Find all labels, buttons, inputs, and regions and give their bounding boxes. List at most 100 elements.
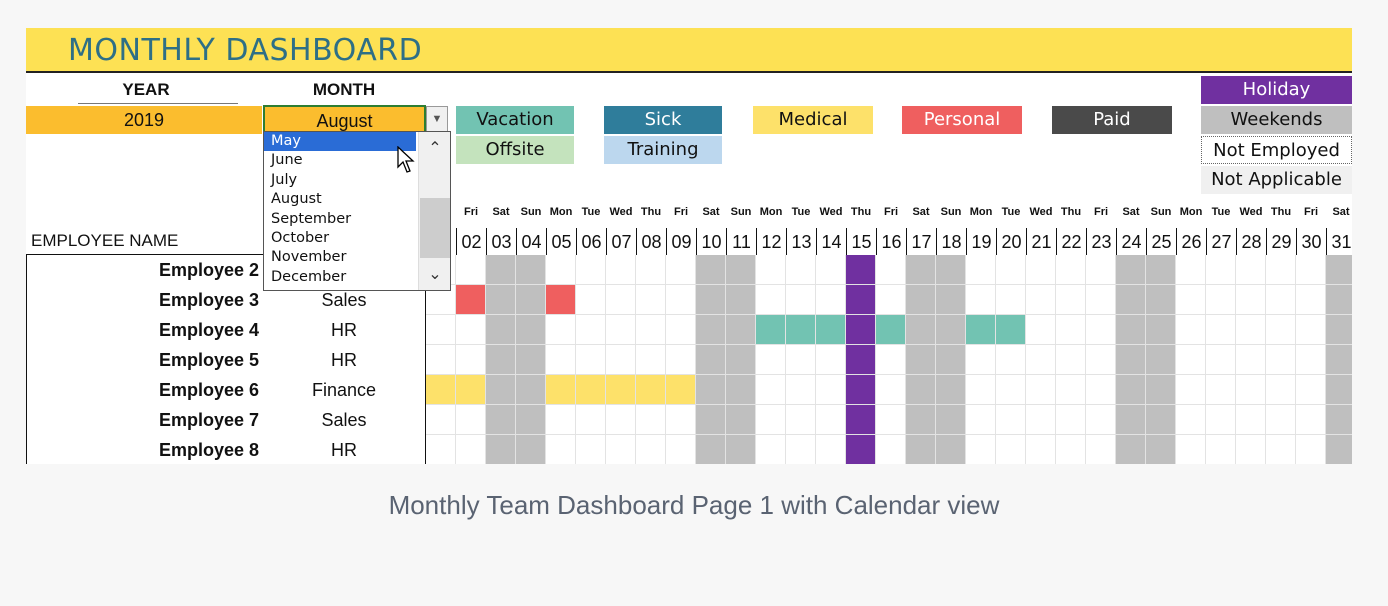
month-dropdown-list[interactable]: May June July August September October Novembe… (263, 131, 451, 291)
calendar-cell[interactable] (906, 435, 936, 464)
calendar-cell[interactable] (936, 255, 966, 285)
calendar-cell[interactable] (1176, 255, 1206, 285)
calendar-cell[interactable] (846, 435, 876, 464)
calendar-cell[interactable] (936, 345, 966, 375)
calendar-cell[interactable] (1086, 345, 1116, 375)
calendar-cell[interactable] (1236, 315, 1266, 345)
month-option-june[interactable]: June (271, 152, 303, 169)
calendar-cell[interactable] (426, 435, 456, 464)
calendar-cell[interactable] (996, 435, 1026, 464)
calendar-cell[interactable] (1206, 255, 1236, 285)
calendar-cell[interactable] (636, 345, 666, 375)
calendar-cell[interactable] (966, 315, 996, 345)
calendar-cell[interactable] (546, 315, 576, 345)
calendar-cell[interactable] (936, 285, 966, 315)
calendar-cell[interactable] (546, 405, 576, 435)
calendar-cell[interactable] (516, 405, 546, 435)
calendar-cell[interactable] (576, 315, 606, 345)
calendar-cell[interactable] (1266, 375, 1296, 405)
calendar-cell[interactable] (1026, 375, 1056, 405)
calendar-cell[interactable] (666, 375, 696, 405)
calendar-cell[interactable] (726, 435, 756, 464)
calendar-cell[interactable] (426, 345, 456, 375)
calendar-cell[interactable] (906, 285, 936, 315)
calendar-cell[interactable] (516, 315, 546, 345)
calendar-cell[interactable] (1236, 405, 1266, 435)
calendar-cell[interactable] (1326, 285, 1352, 315)
calendar-cell[interactable] (1116, 315, 1146, 345)
calendar-cell[interactable] (486, 375, 516, 405)
calendar-cell[interactable] (606, 435, 636, 464)
calendar-cell[interactable] (1056, 405, 1086, 435)
calendar-cell[interactable] (1296, 345, 1326, 375)
calendar-cell[interactable] (1326, 405, 1352, 435)
calendar-cell[interactable] (1236, 345, 1266, 375)
calendar-cell[interactable] (666, 315, 696, 345)
calendar-cell[interactable] (1086, 315, 1116, 345)
calendar-cell[interactable] (816, 255, 846, 285)
month-option-may[interactable]: May (264, 132, 416, 152)
calendar-cell[interactable] (486, 435, 516, 464)
calendar-cell[interactable] (1026, 255, 1056, 285)
month-option-december[interactable]: December (271, 268, 347, 285)
calendar-cell[interactable] (576, 345, 606, 375)
calendar-cell[interactable] (1176, 405, 1206, 435)
calendar-cell[interactable] (456, 345, 486, 375)
calendar-cell[interactable] (1116, 345, 1146, 375)
calendar-cell[interactable] (1296, 375, 1326, 405)
calendar-cell[interactable] (606, 345, 636, 375)
calendar-cell[interactable] (1236, 375, 1266, 405)
calendar-cell[interactable] (1176, 375, 1206, 405)
calendar-cell[interactable] (1296, 435, 1326, 464)
calendar-cell[interactable] (786, 345, 816, 375)
calendar-cell[interactable] (996, 255, 1026, 285)
calendar-cell[interactable] (1086, 285, 1116, 315)
month-option-august[interactable]: August (271, 191, 322, 208)
month-option-september[interactable]: September (271, 210, 352, 227)
dropdown-scrollbar[interactable]: ⌃ ⌄ (418, 132, 450, 290)
calendar-cell[interactable] (816, 405, 846, 435)
calendar-cell[interactable] (936, 405, 966, 435)
calendar-cell[interactable] (1026, 315, 1056, 345)
calendar-cell[interactable] (576, 435, 606, 464)
calendar-cell[interactable] (636, 285, 666, 315)
month-dropdown-button[interactable]: ▼ (426, 106, 448, 132)
calendar-cell[interactable] (1026, 435, 1056, 464)
month-option-october[interactable]: October (271, 229, 330, 246)
calendar-cell[interactable] (606, 405, 636, 435)
calendar-cell[interactable] (1176, 435, 1206, 464)
calendar-cell[interactable] (876, 435, 906, 464)
calendar-cell[interactable] (906, 345, 936, 375)
calendar-cell[interactable] (576, 285, 606, 315)
calendar-cell[interactable] (966, 375, 996, 405)
calendar-cell[interactable] (696, 255, 726, 285)
calendar-cell[interactable] (636, 375, 666, 405)
calendar-cell[interactable] (876, 255, 906, 285)
calendar-cell[interactable] (996, 285, 1026, 315)
calendar-cell[interactable] (786, 375, 816, 405)
calendar-cell[interactable] (606, 375, 636, 405)
calendar-cell[interactable] (696, 345, 726, 375)
calendar-cell[interactable] (1086, 375, 1116, 405)
calendar-cell[interactable] (1296, 315, 1326, 345)
calendar-cell[interactable] (516, 285, 546, 315)
calendar-cell[interactable] (636, 255, 666, 285)
calendar-cell[interactable] (756, 285, 786, 315)
calendar-cell[interactable] (516, 435, 546, 464)
calendar-cell[interactable] (696, 315, 726, 345)
calendar-cell[interactable] (1206, 285, 1236, 315)
calendar-cell[interactable] (1146, 435, 1176, 464)
calendar-cell[interactable] (1266, 435, 1296, 464)
calendar-cell[interactable] (996, 375, 1026, 405)
calendar-cell[interactable] (816, 315, 846, 345)
calendar-cell[interactable] (1056, 345, 1086, 375)
calendar-cell[interactable] (1266, 315, 1296, 345)
calendar-cell[interactable] (756, 255, 786, 285)
calendar-cell[interactable] (1206, 435, 1236, 464)
calendar-cell[interactable] (1176, 345, 1206, 375)
calendar-cell[interactable] (906, 315, 936, 345)
calendar-cell[interactable] (1266, 405, 1296, 435)
calendar-cell[interactable] (756, 315, 786, 345)
calendar-cell[interactable] (1026, 345, 1056, 375)
calendar-cell[interactable] (1266, 345, 1296, 375)
